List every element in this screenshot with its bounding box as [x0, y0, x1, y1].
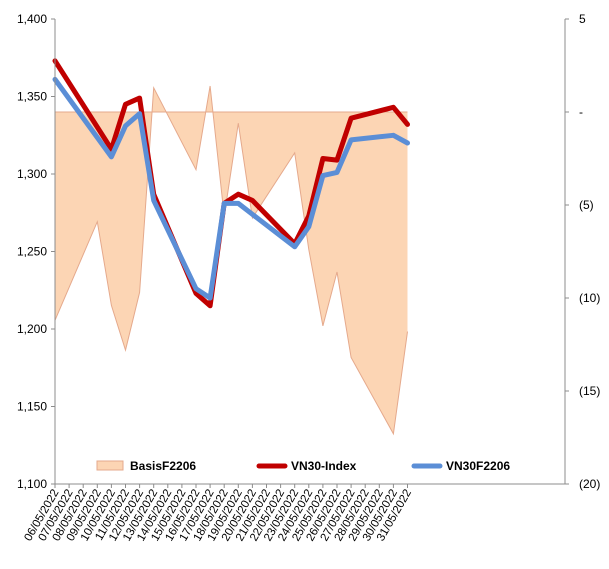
legend-item-basis: BasisF2206	[96, 459, 196, 473]
vn30-index-line	[52, 58, 410, 309]
right-tick-label: 5	[579, 12, 586, 26]
left-tick-label: 1,300	[17, 167, 47, 181]
legend-label-vn30-index: VN30-Index	[291, 459, 357, 473]
left-tick-label: 1,350	[17, 90, 47, 104]
legend-item-vn30f2206: VN30F2206	[411, 459, 510, 473]
basis-area-edge	[54, 85, 408, 436]
index-line-layer	[52, 58, 410, 309]
vn30f2206-line	[52, 76, 410, 301]
left-tick-label: 1,100	[17, 477, 47, 491]
right-tick-label: (15)	[579, 384, 600, 398]
right-tick-label: (20)	[579, 477, 600, 491]
legend-item-vn30-index: VN30-Index	[256, 459, 357, 473]
legend-swatch-basis	[96, 460, 124, 471]
right-tick-label: -	[579, 105, 583, 119]
legend: BasisF2206 VN30-Index VN30F2206	[96, 459, 510, 473]
left-tick-label: 1,200	[17, 322, 47, 336]
left-tick-label: 1,250	[17, 245, 47, 259]
legend-label-basis: BasisF2206	[130, 459, 196, 473]
left-tick-label: 1,400	[17, 12, 47, 26]
legend-label-vn30f2206: VN30F2206	[446, 459, 510, 473]
left-tick-label: 1,150	[17, 400, 47, 414]
right-tick-label: (10)	[579, 291, 600, 305]
right-tick-label: (5)	[579, 198, 594, 212]
